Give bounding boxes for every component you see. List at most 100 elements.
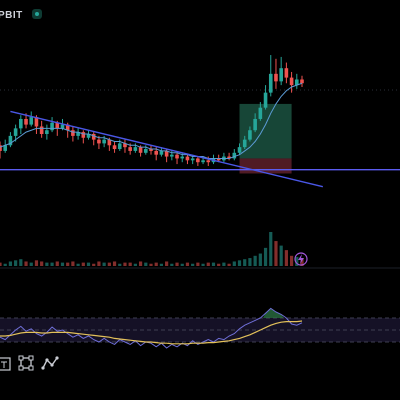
volume-bar <box>243 259 247 266</box>
candle-body <box>294 79 299 86</box>
candle <box>227 152 231 161</box>
candle-body <box>263 92 268 108</box>
candle <box>263 85 268 110</box>
candle-body <box>0 145 2 151</box>
candle-body <box>279 68 283 82</box>
candle-body <box>227 156 231 159</box>
candle-body <box>248 130 252 140</box>
volume-bar <box>227 263 231 266</box>
candle-body <box>258 107 263 119</box>
symbol-header: PBIT <box>0 4 400 24</box>
candle <box>253 113 257 133</box>
candle-body <box>55 122 60 129</box>
candle-body <box>185 156 190 161</box>
rsi-overbought-fill <box>262 308 284 318</box>
candle-body <box>170 154 174 157</box>
volume-bar <box>29 262 33 266</box>
candle-body <box>29 117 34 125</box>
text-tool-icon[interactable] <box>0 354 14 378</box>
candle <box>175 152 179 165</box>
candle <box>91 132 96 146</box>
candle <box>268 55 273 97</box>
candle-body <box>50 122 54 131</box>
candle-body <box>86 134 91 138</box>
volume-bar <box>81 262 85 266</box>
volume-bar <box>149 263 153 266</box>
volume-bar <box>0 262 2 266</box>
candle <box>196 156 200 166</box>
volume-bar <box>92 263 96 266</box>
volume-bar <box>258 253 262 266</box>
candle-body <box>300 79 304 84</box>
candle <box>8 132 13 148</box>
candle <box>45 124 49 140</box>
candle-body <box>133 147 138 151</box>
candle-body <box>71 130 75 136</box>
candle <box>284 62 289 84</box>
volume-bar <box>40 261 44 266</box>
candle-body <box>8 135 13 146</box>
volume-bar <box>138 261 143 266</box>
volume-bar <box>112 261 117 266</box>
candle-body <box>206 160 211 163</box>
volume-bar <box>232 261 236 266</box>
ticker-label[interactable]: PBIT <box>0 10 23 21</box>
candle-body <box>143 149 148 153</box>
candle-body <box>284 68 289 78</box>
candle-body <box>123 143 127 148</box>
volume-bar <box>45 262 49 266</box>
candle <box>242 135 247 150</box>
volume-bar <box>34 260 39 266</box>
candle-body <box>112 145 117 150</box>
flash-alert-icon <box>294 252 308 266</box>
volume-bar <box>97 261 101 266</box>
volume-bar <box>211 262 216 266</box>
candle-body <box>138 147 143 153</box>
rsi-line <box>0 307 303 349</box>
candle <box>19 115 23 134</box>
candle <box>13 124 18 142</box>
candle <box>149 145 153 155</box>
volume-bar <box>128 262 132 266</box>
volume-bar <box>86 262 91 266</box>
candle-body <box>274 73 278 82</box>
candle-body <box>39 126 44 134</box>
drawing-toolbar <box>0 354 70 380</box>
candle-body <box>3 145 8 151</box>
candle-body <box>196 158 200 163</box>
candle <box>50 117 54 133</box>
flash-alert-bolt <box>298 254 304 264</box>
candle-body <box>216 158 221 161</box>
selection-rect-icon[interactable] <box>16 354 36 378</box>
candle <box>159 147 164 157</box>
volume-bar <box>263 247 268 266</box>
candle-body <box>242 139 247 148</box>
volume-bar <box>279 245 283 266</box>
volume-bar <box>3 263 7 266</box>
candle-body <box>164 150 169 157</box>
volume-bar <box>165 261 169 266</box>
candle-body <box>107 139 112 146</box>
candle-body <box>175 154 179 159</box>
candle-body <box>180 156 185 159</box>
candle <box>300 75 304 87</box>
path-tool-icon[interactable] <box>40 354 60 378</box>
volume-bar <box>55 261 59 266</box>
volume-bar <box>253 255 257 266</box>
candle-body <box>65 124 70 131</box>
position-target-zone <box>239 103 292 159</box>
candle-body <box>268 73 273 93</box>
candle-body <box>19 118 23 129</box>
candle-body <box>102 139 106 144</box>
candle-body <box>34 117 39 127</box>
flash-alert-ring <box>294 252 308 266</box>
volume-bar <box>144 262 148 266</box>
candle-body <box>13 128 18 136</box>
candle-body <box>201 160 205 163</box>
volume-bar <box>50 262 54 266</box>
candle-body <box>24 118 28 125</box>
volume-bar <box>191 263 195 266</box>
volume-bar <box>300 258 304 266</box>
